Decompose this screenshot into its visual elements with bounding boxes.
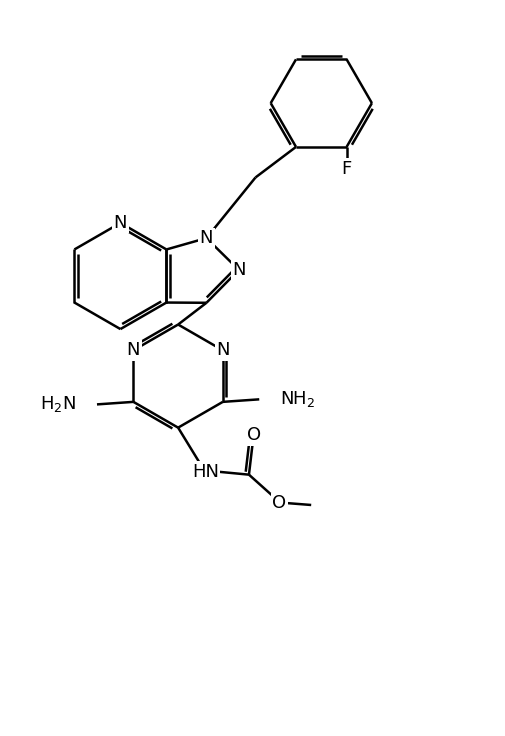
Text: N: N — [232, 261, 245, 279]
Text: O: O — [246, 426, 261, 445]
Text: N: N — [199, 229, 213, 247]
Text: O: O — [272, 494, 286, 512]
Text: H$_2$N: H$_2$N — [40, 394, 76, 414]
Text: F: F — [341, 160, 351, 177]
Text: N: N — [126, 342, 140, 359]
Text: N: N — [216, 342, 229, 359]
Text: HN: HN — [191, 463, 219, 481]
Text: NH$_2$: NH$_2$ — [280, 389, 315, 409]
Text: N: N — [114, 214, 127, 232]
